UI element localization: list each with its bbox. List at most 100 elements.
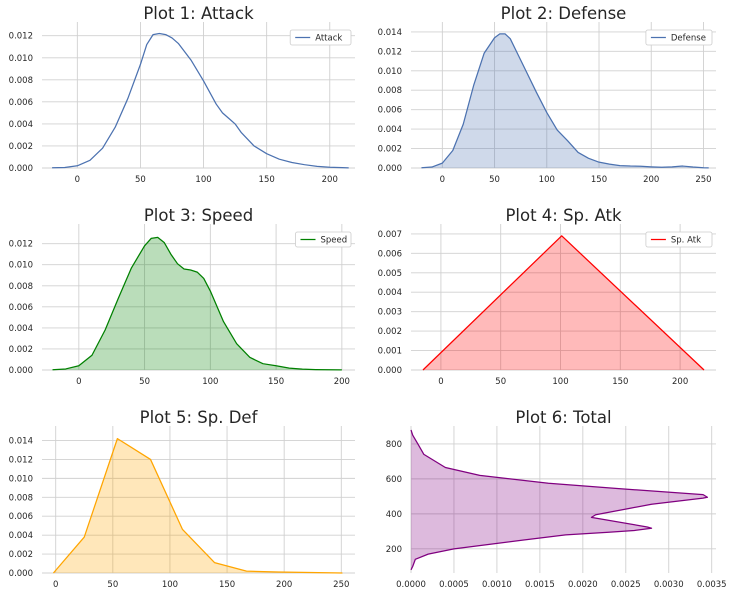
panel-4-y-tick-label: 0.004 (378, 288, 402, 298)
panel-5-x-tick-label: 200 (276, 580, 292, 590)
panel-1-y-tick-label: 0.000 (9, 164, 33, 174)
legend-label: Sp. Atk (671, 236, 701, 246)
panel-5-y-tick-label: 0.000 (9, 569, 33, 579)
panel-1-y-tick-label: 0.008 (9, 76, 33, 86)
panel-5-y-tick-label: 0.014 (9, 437, 33, 447)
panel-6-title: Plot 6: Total (515, 408, 611, 427)
panel-4-y-tick-label: 0.001 (378, 347, 402, 357)
panel-2-y-tick-label: 0.002 (378, 145, 402, 155)
panel-5-x-tick-label: 0 (53, 580, 58, 590)
panel-6-x-tick-label: 0.0035 (697, 580, 727, 590)
panel-3: Plot 3: Speed 0 50 100 150 200 0.000 0.002 0.004… (9, 206, 355, 387)
panel-4-y-tick-label: 0.003 (378, 308, 402, 318)
panel-5-density-fill (53, 438, 343, 573)
panel-6-x-tick-label: 0.0000 (396, 580, 426, 590)
panel-4-legend: Sp. Atk (645, 231, 713, 248)
panel-4-y-tick-label: 0.000 (378, 366, 402, 376)
legend-box (295, 231, 352, 248)
panel-5-x-tick-label: 100 (162, 580, 178, 590)
panel-6-x-tick-label: 0.0020 (568, 580, 598, 590)
panel-5-x-tick-label: 150 (219, 580, 235, 590)
panel-2-y-tick-label: 0.000 (378, 164, 402, 174)
panel-3-x-tick-label: 50 (139, 377, 150, 387)
panel-3-x-tick-label: 100 (202, 377, 218, 387)
panel-5: Plot 5: Sp. Def 0 50 100 150 200 250 0.000 0.002… (9, 408, 355, 590)
panel-6-x-tick-label: 0.0005 (439, 580, 469, 590)
panel-3-title: Plot 3: Speed (144, 206, 253, 225)
panel-2: Plot 2: Defense 0 50 100 150 200 250 0.000 0.002… (378, 4, 716, 185)
panel-2-density-line (421, 33, 709, 169)
panel-4-x-tick-label: 150 (612, 377, 628, 387)
panel-3-y-tick-label: 0.002 (9, 345, 33, 355)
panel-3-y-tick-label: 0.012 (9, 240, 33, 250)
panel-5-y-tick-label: 0.004 (9, 531, 33, 541)
legend-box (645, 231, 713, 248)
panel-2-y-tick-label: 0.004 (378, 125, 402, 135)
panel-5-y-tick-label: 0.010 (9, 474, 33, 484)
panel-3-y-tick-label: 0.004 (9, 324, 33, 334)
panel-4-y-tick-label: 0.005 (378, 269, 402, 279)
panel-1-y-tick-label: 0.002 (9, 142, 33, 152)
panel-3-density-fill (52, 237, 342, 370)
panel-4-x-tick-label: 100 (552, 377, 568, 387)
panel-2-x-tick-label: 50 (489, 175, 500, 185)
legend-label: Defense (671, 34, 706, 44)
panel-6-x-tick-label: 0.0025 (611, 580, 641, 590)
panel-6-density-line (410, 429, 709, 571)
legend-label: Speed (321, 236, 348, 246)
panel-3-y-tick-label: 0.006 (9, 303, 33, 313)
panel-3-legend: Speed (295, 231, 352, 248)
legend-label: Attack (315, 34, 342, 44)
panel-3-x-tick-label: 150 (268, 377, 284, 387)
panel-4-density-line (422, 235, 705, 371)
panel-4: Plot 4: Sp. Atk 0 50 100 150 200 0.000 0.001 0.0… (378, 206, 716, 387)
panel-5-y-tick-label: 0.002 (9, 550, 33, 560)
panel-3-y-tick-label: 0.000 (9, 366, 33, 376)
panel-4-x-tick-label: 200 (672, 377, 688, 387)
panel-6-y-tick-label: 200 (386, 545, 402, 555)
panel-6-y-tick-label: 600 (386, 475, 402, 485)
panel-6-density-fill (411, 429, 708, 570)
panel-6-x-tick-label: 0.0010 (482, 580, 512, 590)
panel-5-density-line (52, 437, 343, 574)
panel-1-x-tick-label: 50 (135, 175, 146, 185)
panel-3-x-tick-label: 0 (76, 377, 81, 387)
panel-2-y-tick-label: 0.008 (378, 86, 402, 96)
panel-4-density-fill (422, 235, 705, 370)
panel-1-y-tick-label: 0.004 (9, 120, 33, 130)
panel-6-x-tick-label: 0.0015 (525, 580, 555, 590)
panel-2-x-tick-label: 250 (695, 175, 711, 185)
panel-5-title: Plot 5: Sp. Def (140, 408, 259, 427)
panel-4-title: Plot 4: Sp. Atk (505, 206, 622, 225)
legend-box (645, 29, 713, 46)
panel-1-y-tick-label: 0.006 (9, 98, 33, 108)
panel-2-title: Plot 2: Defense (501, 4, 627, 23)
panel-5-y-tick-label: 0.008 (9, 493, 33, 503)
panel-6-y-tick-label: 400 (386, 510, 402, 520)
panel-2-y-tick-label: 0.014 (378, 28, 402, 38)
panel-3-y-tick-label: 0.008 (9, 282, 33, 292)
legend-box (289, 29, 352, 46)
panel-1-x-tick-label: 100 (195, 175, 211, 185)
panel-1: Plot 1: Attack 0 50 100 150 200 0.000 0.002 0.00… (9, 4, 355, 185)
panel-5-y-tick-label: 0.012 (9, 455, 33, 465)
panel-1-y-tick-label: 0.012 (9, 32, 33, 42)
panel-5-x-tick-label: 250 (333, 580, 349, 590)
panel-5-y-tick-label: 0.006 (9, 512, 33, 522)
panel-1-x-tick-label: 200 (322, 175, 338, 185)
panel-2-y-tick-label: 0.012 (378, 47, 402, 57)
panel-1-y-tick-label: 0.010 (9, 54, 33, 64)
panel-2-x-tick-label: 200 (643, 175, 659, 185)
panel-1-title: Plot 1: Attack (143, 4, 254, 23)
panel-2-y-tick-label: 0.006 (378, 106, 402, 116)
panel-1-x-tick-label: 0 (75, 175, 80, 185)
panel-4-x-tick-label: 50 (495, 377, 506, 387)
panel-1-x-tick-label: 150 (259, 175, 275, 185)
panel-4-x-tick-label: 0 (438, 377, 443, 387)
panel-1-density-line (52, 32, 349, 169)
panel-4-y-tick-label: 0.006 (378, 249, 402, 259)
panel-5-x-tick-label: 50 (107, 580, 118, 590)
panel-6-x-tick-label: 0.0030 (654, 580, 684, 590)
panel-4-y-tick-label: 0.007 (378, 230, 402, 240)
